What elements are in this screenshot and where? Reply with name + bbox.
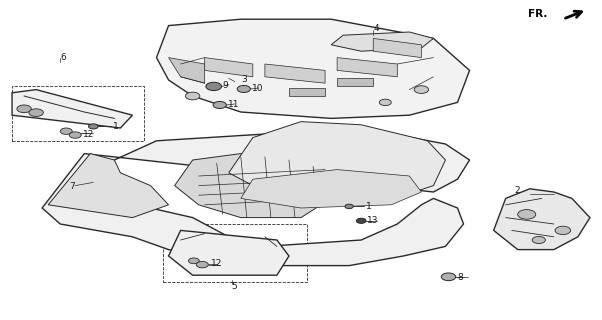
Polygon shape (12, 90, 132, 128)
Circle shape (356, 218, 366, 223)
Polygon shape (373, 38, 421, 58)
Polygon shape (229, 122, 445, 202)
Circle shape (379, 99, 391, 106)
Circle shape (185, 92, 200, 100)
Text: 12: 12 (211, 260, 222, 268)
Circle shape (17, 105, 31, 113)
Polygon shape (42, 128, 470, 266)
Text: 8: 8 (458, 273, 464, 282)
Text: 9: 9 (223, 81, 229, 90)
Polygon shape (265, 64, 325, 83)
Polygon shape (169, 58, 205, 83)
Text: 1: 1 (113, 122, 119, 131)
Text: 12: 12 (83, 130, 95, 139)
Circle shape (69, 132, 81, 138)
Circle shape (188, 258, 199, 264)
Polygon shape (48, 154, 169, 218)
Bar (337, 78, 373, 86)
Circle shape (532, 236, 545, 244)
Text: 11: 11 (228, 100, 239, 109)
Circle shape (60, 128, 72, 134)
Polygon shape (241, 170, 421, 208)
Polygon shape (157, 19, 470, 118)
Circle shape (206, 82, 222, 91)
Circle shape (88, 124, 98, 129)
Text: FR.: FR. (529, 9, 548, 20)
Polygon shape (331, 32, 433, 51)
Text: 6: 6 (60, 53, 66, 62)
Polygon shape (175, 154, 331, 218)
Polygon shape (205, 58, 253, 77)
Text: 10: 10 (252, 84, 263, 93)
Polygon shape (494, 189, 590, 250)
Bar (12, 86, 144, 141)
Text: 13: 13 (367, 216, 379, 225)
Circle shape (345, 204, 353, 209)
Text: 3: 3 (241, 76, 247, 84)
Circle shape (29, 109, 43, 116)
Circle shape (518, 210, 536, 219)
Text: 5: 5 (232, 282, 238, 291)
Circle shape (213, 101, 226, 108)
Bar (163, 224, 307, 282)
Text: 7: 7 (69, 182, 75, 191)
Circle shape (196, 261, 208, 268)
Text: 1: 1 (366, 202, 372, 211)
Text: 2: 2 (515, 186, 520, 195)
Circle shape (555, 226, 571, 235)
Bar (289, 88, 325, 96)
Polygon shape (337, 58, 397, 77)
Circle shape (237, 85, 250, 92)
Polygon shape (169, 230, 289, 275)
Circle shape (414, 86, 429, 93)
Circle shape (441, 273, 456, 281)
Text: 4: 4 (373, 24, 379, 33)
